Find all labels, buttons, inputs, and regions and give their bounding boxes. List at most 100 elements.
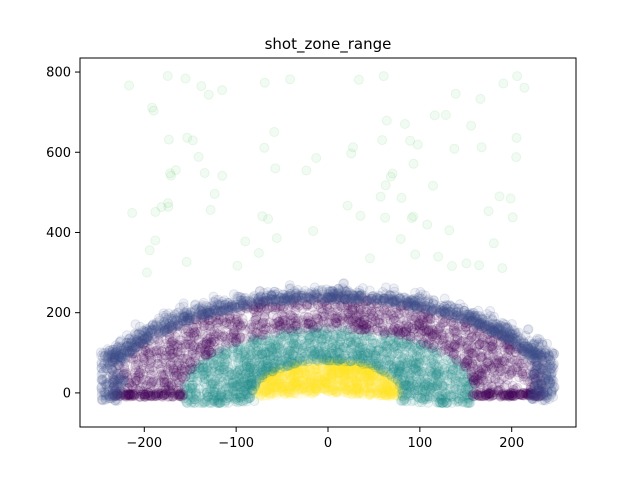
scatter-point xyxy=(385,388,396,399)
scatter-point xyxy=(331,365,342,376)
scatter-point xyxy=(212,318,223,329)
scatter-point xyxy=(293,385,304,395)
scatter-point xyxy=(292,369,303,380)
scatter-point xyxy=(287,360,298,370)
scatter-point xyxy=(312,371,323,382)
scatter-point xyxy=(277,386,288,397)
scatter-point xyxy=(189,341,199,352)
scatter-point xyxy=(280,368,291,379)
scatter-point xyxy=(377,370,388,381)
scatter-point xyxy=(342,374,353,385)
scatter-point xyxy=(386,389,397,400)
scatter-point xyxy=(378,368,389,379)
scatter-point xyxy=(267,378,278,389)
scatter-point xyxy=(334,368,344,378)
scatter-point xyxy=(312,382,323,393)
scatter-point xyxy=(304,360,314,371)
scatter-point xyxy=(284,364,295,375)
scatter-point xyxy=(487,344,498,355)
scatter-point xyxy=(267,375,278,386)
scatter-point xyxy=(342,369,352,379)
scatter-point xyxy=(330,331,341,342)
scatter-point xyxy=(343,364,354,375)
scatter-point xyxy=(388,375,399,386)
scatter-point xyxy=(340,370,351,381)
scatter-point xyxy=(353,362,364,373)
scatter-point xyxy=(268,376,279,387)
scatter-point xyxy=(342,383,353,394)
scatter-point xyxy=(351,376,362,387)
scatter-point xyxy=(338,370,349,381)
scatter-point xyxy=(298,373,309,384)
scatter-point xyxy=(401,342,412,353)
scatter-point xyxy=(351,385,362,396)
scatter-point xyxy=(431,332,442,343)
scatter-point xyxy=(272,367,283,378)
scatter-point xyxy=(324,362,335,373)
scatter-point xyxy=(371,378,382,389)
scatter-point xyxy=(345,304,356,315)
scatter-point xyxy=(464,359,475,370)
scatter-point xyxy=(290,377,301,388)
scatter-point xyxy=(366,372,377,383)
scatter-point xyxy=(436,378,446,389)
scatter-point xyxy=(261,390,271,401)
scatter-point xyxy=(277,363,288,374)
scatter-point xyxy=(347,384,358,395)
scatter-point xyxy=(391,383,402,394)
scatter-point xyxy=(271,382,282,392)
scatter-point xyxy=(341,385,352,396)
scatter-point xyxy=(398,315,409,326)
scatter-point xyxy=(287,368,297,379)
scatter-point xyxy=(203,345,214,356)
scatter-point xyxy=(375,373,386,384)
scatter-point xyxy=(282,361,293,372)
scatter-point xyxy=(384,382,395,393)
scatter-point xyxy=(259,376,270,387)
scatter-point xyxy=(363,389,374,400)
chart-title: shot_zone_range xyxy=(265,35,392,54)
scatter-point xyxy=(243,350,254,360)
scatter-point xyxy=(377,388,388,399)
scatter-point xyxy=(255,362,266,373)
scatter-point xyxy=(392,390,403,401)
scatter-point xyxy=(343,362,354,373)
scatter-point xyxy=(212,370,223,381)
scatter-point xyxy=(264,384,275,394)
scatter-point xyxy=(198,369,209,380)
scatter-point xyxy=(320,373,331,384)
scatter-point xyxy=(262,370,273,381)
scatter-point xyxy=(306,376,317,387)
scatter-point xyxy=(223,397,234,408)
scatter-point xyxy=(337,357,348,368)
scatter-point xyxy=(283,381,294,392)
scatter-point xyxy=(266,376,277,387)
scatter-point xyxy=(334,367,345,378)
scatter-point xyxy=(327,370,337,380)
scatter-point xyxy=(278,380,289,391)
scatter-point xyxy=(382,381,393,392)
scatter-point xyxy=(323,366,334,377)
scatter-point xyxy=(374,371,385,382)
scatter-point xyxy=(439,367,450,378)
scatter-point xyxy=(338,375,349,386)
scatter-point xyxy=(288,385,299,396)
scatter-point xyxy=(325,377,336,388)
scatter-point xyxy=(344,368,355,379)
scatter-point xyxy=(319,370,330,381)
scatter-point xyxy=(263,374,274,385)
scatter-point xyxy=(266,379,277,390)
scatter-point xyxy=(262,384,272,395)
scatter-point xyxy=(310,371,321,382)
scatter-point xyxy=(297,359,308,370)
scatter-point xyxy=(311,355,322,365)
scatter-point xyxy=(495,390,506,401)
scatter-point xyxy=(275,324,286,335)
scatter-point xyxy=(256,378,266,389)
scatter-point xyxy=(274,365,285,376)
scatter-point xyxy=(309,359,320,370)
scatter-point xyxy=(266,383,276,393)
scatter-point xyxy=(359,350,370,361)
scatter-point xyxy=(498,355,509,365)
scatter-point xyxy=(280,376,291,387)
